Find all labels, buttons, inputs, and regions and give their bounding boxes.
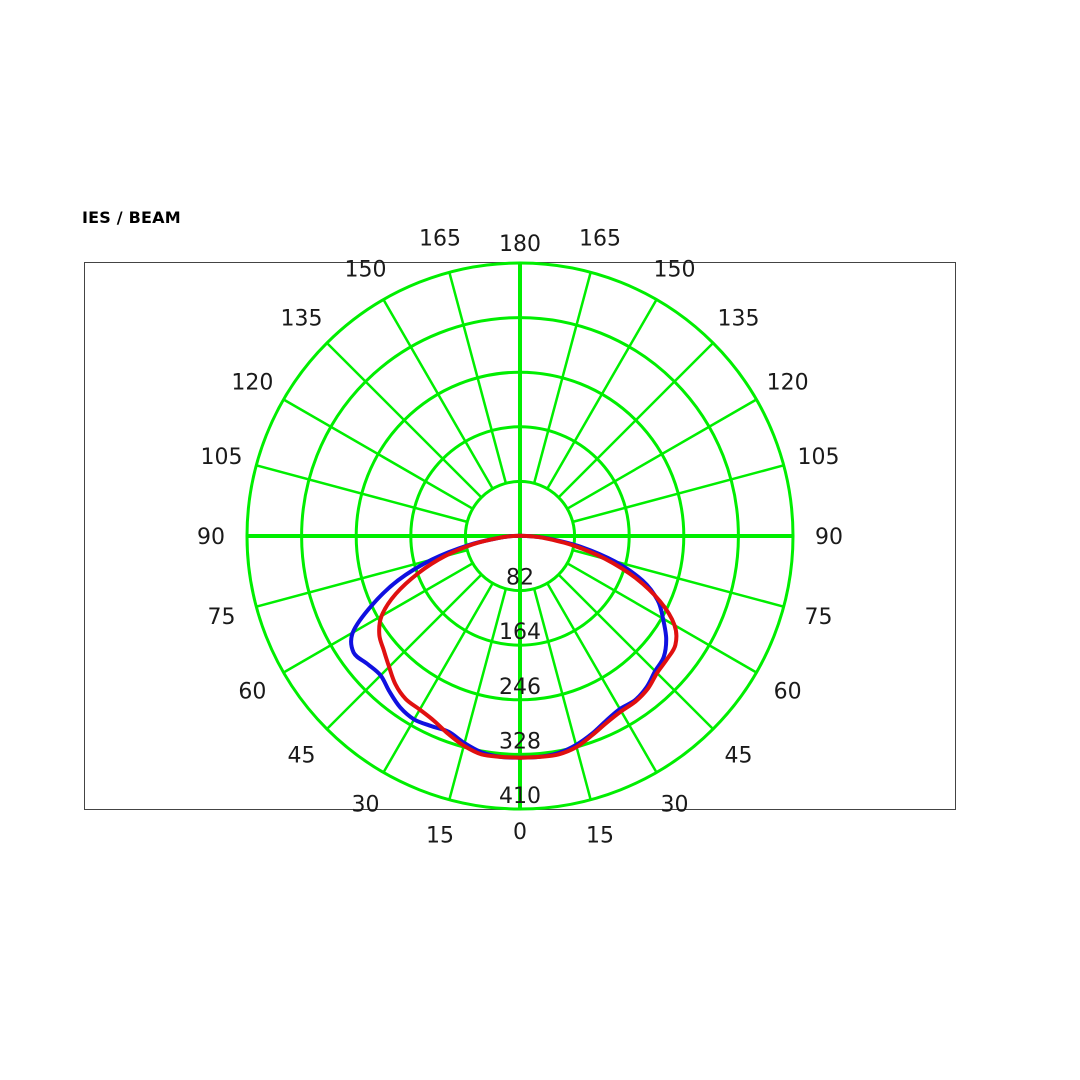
grid-spoke-30 [546,582,658,774]
grid-spoke-195 [448,271,508,484]
grid-spoke-330 [382,582,494,774]
angle-label-right-135: 135 [717,307,759,332]
grid-spoke-240 [282,398,474,510]
series-curve-2 [377,533,679,760]
angle-label-bottom: 0 [513,820,527,845]
intensity-curves [349,533,679,760]
angle-label-left-15: 15 [426,823,454,848]
angle-label-right-120: 120 [767,371,809,396]
angle-label-left-75: 75 [208,605,236,630]
angle-label-right-105: 105 [797,445,839,470]
grid-spoke-225 [326,342,483,499]
angle-label-right-165: 165 [579,227,621,252]
grid-spoke-255 [255,464,468,524]
angle-label-right-45: 45 [724,743,752,768]
grid-spoke-165 [532,271,592,484]
grid-spoke-135 [557,342,714,499]
grid-spoke-15 [532,588,592,801]
angle-label-left-135: 135 [281,307,323,332]
grid-spoke-345 [448,588,508,801]
angle-label-right-30: 30 [661,793,689,818]
angle-label-right-15: 15 [586,823,614,848]
angle-label-left-105: 105 [201,445,243,470]
angle-label-right-150: 150 [654,257,696,282]
grid-spoke-150 [546,298,658,490]
angle-label-left-90: 90 [197,525,225,550]
angle-label-top: 180 [499,232,541,257]
angle-label-left-60: 60 [238,680,266,705]
axis-labels: 8216424632841016516515015013513512012010… [197,227,843,849]
angle-label-left-150: 150 [345,257,387,282]
grid-spoke-210 [382,298,494,490]
angle-label-left-45: 45 [288,743,316,768]
radial-tick-label-410: 410 [499,784,541,809]
radial-tick-label-82: 82 [506,566,534,591]
angle-label-right-75: 75 [804,605,832,630]
grid-spoke-300 [282,562,474,674]
chart-title: IES / BEAM [82,208,181,227]
radial-tick-label-246: 246 [499,675,541,700]
radial-tick-label-328: 328 [499,729,541,754]
grid-spoke-105 [572,464,785,524]
angle-label-right-60: 60 [774,680,802,705]
grid-spoke-315 [326,573,483,730]
angle-label-left-165: 165 [419,227,461,252]
angle-label-left-30: 30 [352,793,380,818]
radial-tick-label-164: 164 [499,620,541,645]
grid-spoke-45 [557,573,714,730]
angle-label-left-120: 120 [231,371,273,396]
angle-label-right-90: 90 [815,525,843,550]
grid-spoke-120 [566,398,758,510]
